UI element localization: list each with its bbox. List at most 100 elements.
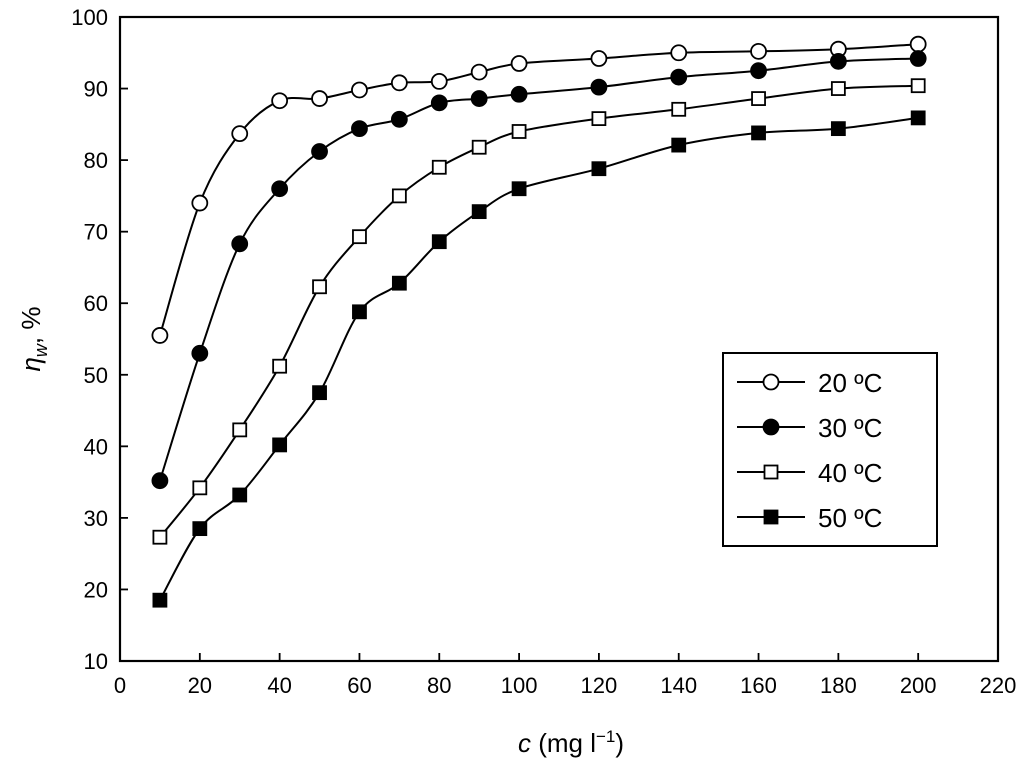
x-axis-title-superscript: −1 [596, 727, 615, 746]
data-point [312, 385, 327, 401]
data-point [351, 81, 368, 99]
series-group [152, 78, 926, 545]
data-point [390, 74, 408, 92]
data-point [352, 304, 367, 320]
data-point [352, 229, 367, 245]
y-axis-title-subscript: w [31, 343, 51, 357]
legend-label: 20 ºC [818, 368, 882, 398]
data-point [191, 194, 209, 212]
plot-frame [118, 15, 1000, 663]
series-group [151, 35, 927, 344]
data-point [192, 521, 208, 537]
y-tick-label: 70 [84, 220, 108, 245]
plot-area [118, 15, 1000, 663]
data-point [909, 50, 927, 67]
data-point [430, 94, 448, 112]
legend-marker [762, 418, 780, 436]
axis-ticks: 0 20 40 60 80 100 120 140 160 180 200 220 10 20 30 40 50… [71, 5, 1016, 698]
data-point [751, 125, 766, 141]
x-axis-title-text: (mg l [531, 728, 596, 758]
y-tick-label: 50 [84, 363, 108, 388]
data-point [151, 327, 169, 344]
x-axis-title: c (mg l−1) [518, 727, 624, 758]
y-tick-label: 40 [84, 434, 108, 459]
x-tick-label: 180 [820, 673, 857, 698]
data-point [590, 78, 608, 96]
legend: 20 ºC 30 ºC 40 ºC 50 ºC [722, 352, 938, 547]
legend-item: 20 ºC [737, 368, 882, 398]
legend-item: 50 ºC [737, 503, 882, 533]
data-point [312, 279, 327, 295]
data-point [272, 437, 288, 453]
x-axis-title-italic: c [518, 728, 531, 758]
data-point [830, 121, 846, 137]
data-point [591, 111, 607, 127]
data-point [670, 44, 688, 62]
data-point [751, 91, 766, 106]
y-axis-title-text: , % [16, 306, 46, 344]
data-point [191, 344, 209, 362]
x-tick-label: 140 [660, 673, 697, 698]
x-tick-label: 100 [501, 673, 538, 698]
data-point [271, 92, 289, 110]
x-tick-label: 80 [427, 673, 451, 698]
series-group [151, 50, 927, 490]
data-point [750, 42, 767, 60]
data-point [311, 90, 328, 107]
x-axis-title-close: ) [615, 728, 624, 758]
y-axis-title: ηw, % [16, 306, 51, 371]
data-point [671, 137, 687, 153]
data-point [351, 120, 368, 138]
data-point [471, 139, 487, 155]
y-tick-label: 60 [84, 291, 108, 316]
x-tick-label: 220 [980, 673, 1017, 698]
data-point [830, 81, 846, 96]
y-tick-label: 30 [84, 506, 108, 531]
data-point [510, 55, 528, 72]
series-group [152, 110, 926, 608]
legend-label: 30 ºC [818, 413, 882, 443]
x-tick-label: 120 [581, 673, 618, 698]
series-lines [151, 35, 927, 608]
data-point [391, 275, 407, 291]
legend-marker [762, 373, 780, 391]
data-point [671, 101, 687, 117]
legend-item: 40 ºC [737, 458, 882, 488]
data-point [510, 85, 528, 103]
legend-marker [763, 509, 779, 525]
legend-label: 40 ºC [818, 458, 882, 488]
data-point [231, 125, 249, 143]
data-point [430, 73, 448, 90]
data-point [829, 52, 847, 70]
data-point [152, 592, 168, 608]
data-point [431, 234, 447, 250]
data-point [192, 480, 208, 496]
x-tick-label: 0 [114, 673, 126, 698]
data-point [910, 78, 926, 94]
legend-item: 30 ºC [737, 413, 882, 443]
legend-label: 50 ºC [818, 503, 882, 533]
data-point [591, 161, 607, 177]
data-point [272, 358, 288, 374]
data-point [590, 50, 608, 67]
data-point [151, 472, 169, 490]
legend-box [722, 352, 938, 547]
y-tick-label: 100 [71, 5, 108, 30]
data-point [470, 63, 488, 81]
data-point [311, 143, 328, 160]
y-tick-label: 90 [84, 77, 108, 102]
data-point [909, 35, 927, 53]
y-axis-title-italic: η [16, 357, 46, 371]
data-point [471, 204, 487, 220]
y-tick-label: 80 [84, 148, 108, 173]
data-point [750, 62, 767, 80]
data-point [152, 529, 168, 545]
legend-marker [763, 464, 779, 480]
x-tick-label: 200 [900, 673, 937, 698]
data-point [390, 110, 408, 128]
data-point [511, 124, 527, 139]
x-tick-label: 160 [740, 673, 777, 698]
data-point [910, 110, 926, 126]
x-tick-label: 60 [347, 673, 371, 698]
